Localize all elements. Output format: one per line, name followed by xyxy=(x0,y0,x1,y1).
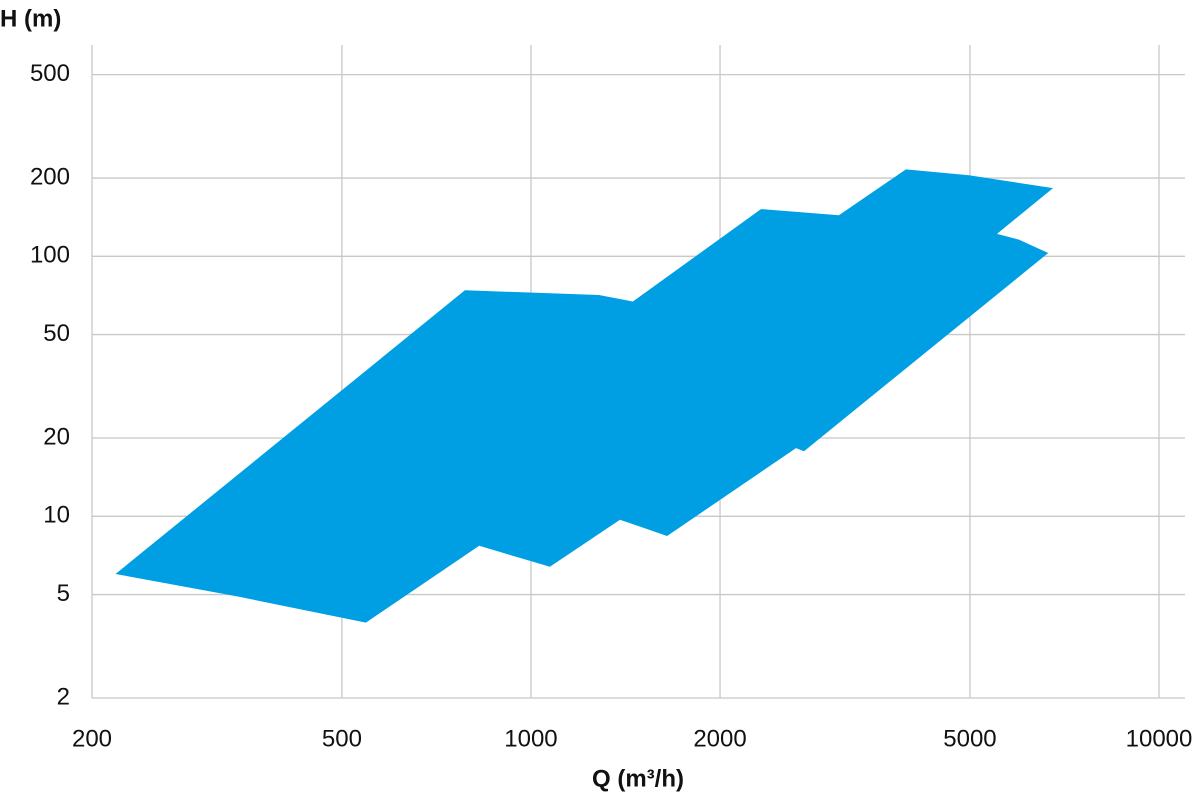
x-tick-label: 500 xyxy=(322,725,362,752)
x-axis-title: Q (m³/h) xyxy=(592,765,684,792)
grid xyxy=(91,45,1185,699)
x-tick-label: 1000 xyxy=(504,725,557,752)
y-tick-label: 200 xyxy=(30,163,70,190)
operating-range xyxy=(115,169,1053,623)
y-tick-label: 20 xyxy=(43,423,70,450)
y-tick-label: 5 xyxy=(57,580,70,607)
y-tick-label: 50 xyxy=(43,320,70,347)
y-axis-title: H (m) xyxy=(0,5,61,32)
y-tick-label: 500 xyxy=(30,60,70,87)
x-tick-label: 5000 xyxy=(943,725,996,752)
x-tick-label: 200 xyxy=(72,725,112,752)
y-tick-label: 100 xyxy=(30,242,70,269)
x-tick-label: 10000 xyxy=(1126,725,1193,752)
y-tick-label: 2 xyxy=(57,683,70,710)
y-tick-label: 10 xyxy=(43,502,70,529)
x-tick-label: 2000 xyxy=(693,725,746,752)
